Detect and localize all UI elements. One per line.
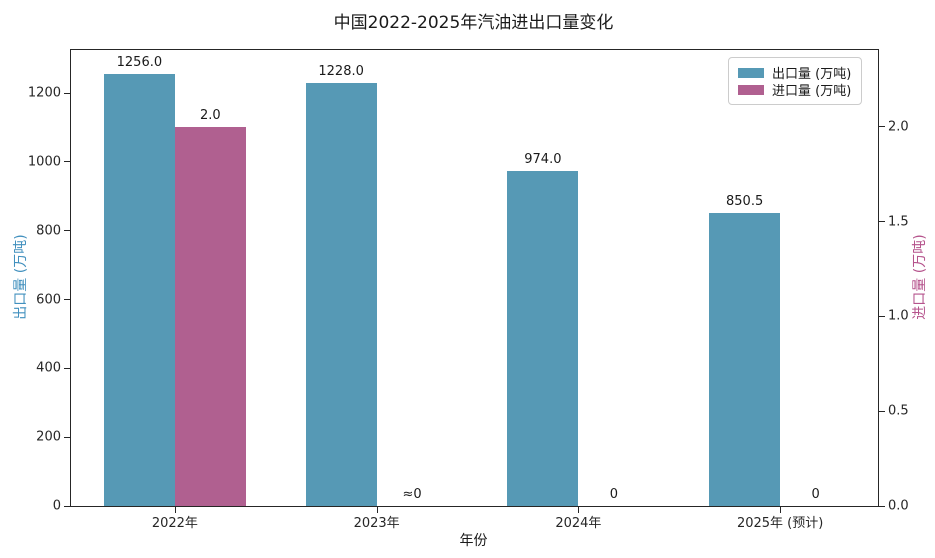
legend-color-patch — [738, 84, 764, 95]
left-axis-tick-label: 200 — [36, 429, 61, 445]
x-axis-tick-label: 2024年 — [555, 516, 602, 531]
x-axis-tick — [780, 507, 782, 513]
right-axis-tick — [879, 410, 885, 412]
legend-color-patch — [738, 67, 764, 78]
export-bar — [709, 213, 781, 506]
left-axis-tick-label: 400 — [36, 360, 61, 376]
x-axis-tick — [376, 507, 378, 513]
right-axis-tick — [879, 126, 885, 128]
import-value-label: 2.0 — [200, 107, 221, 123]
legend: 出口量 (万吨) 进口量 (万吨) — [728, 57, 863, 105]
left-axis-tick — [64, 505, 70, 507]
export-bar — [103, 73, 175, 506]
export-value-label: 850.5 — [726, 194, 764, 210]
import-value-label: 0 — [609, 487, 619, 502]
right-axis-tick — [879, 315, 885, 317]
left-axis-tick-label: 1200 — [27, 85, 61, 101]
right-axis-tick-label: 1.0 — [888, 308, 909, 324]
x-axis-tick — [174, 507, 176, 513]
right-axis-tick — [879, 221, 885, 223]
right-axis-tick-label: 1.5 — [888, 214, 909, 230]
legend-item: 进口量 (万吨) — [738, 81, 852, 99]
left-axis-tick — [64, 436, 70, 438]
import-value-label: 0 — [811, 487, 820, 502]
right-axis-label: 进口量 (万吨) — [912, 234, 928, 320]
chart-title: 中国2022-2025年汽油进出口量变化 — [333, 13, 614, 33]
export-bar — [507, 170, 579, 506]
left-axis-tick — [64, 299, 70, 300]
left-axis-tick-label: 800 — [36, 223, 61, 239]
export-value-label: 1256.0 — [116, 54, 163, 70]
right-axis-tick-label: 2.0 — [888, 119, 909, 135]
export-value-label: 974.0 — [524, 151, 562, 167]
plot-area: 0 200 400 600 800 1000 1200 0.0 0.5 1.0 1.5 2.0 2022… — [28, 49, 909, 531]
left-axis-tick — [64, 230, 70, 232]
x-axis-tick-label: 2022年 — [151, 516, 198, 531]
legend-item-label: 进口量 (万吨) — [772, 84, 852, 99]
x-axis-tick-label: 2025年 (预计) — [736, 516, 824, 531]
x-axis-label: 年份 — [459, 533, 488, 549]
x-axis-tick — [578, 507, 580, 513]
legend-item-label: 出口量 (万吨) — [772, 67, 852, 82]
left-axis-tick — [64, 161, 70, 163]
right-axis-tick — [879, 505, 885, 507]
left-axis-label: 出口量 (万吨) — [13, 234, 29, 320]
left-axis-tick — [64, 92, 70, 94]
right-axis-tick-label: 0.5 — [888, 403, 909, 419]
right-axis-tick-label: 0.0 — [888, 498, 909, 514]
left-axis-tick-label: 0 — [52, 498, 61, 514]
export-value-label: 1228.0 — [318, 64, 364, 80]
x-axis-tick-label: 2023年 — [353, 516, 400, 531]
left-axis-tick — [64, 367, 70, 369]
import-value-label: ≈0 — [402, 487, 422, 502]
legend-item: 出口量 (万吨) — [738, 64, 852, 82]
import-bar — [174, 126, 246, 506]
left-axis-tick-label: 600 — [36, 292, 61, 307]
export-bar — [305, 83, 377, 506]
left-axis-tick-label: 1000 — [27, 154, 61, 170]
